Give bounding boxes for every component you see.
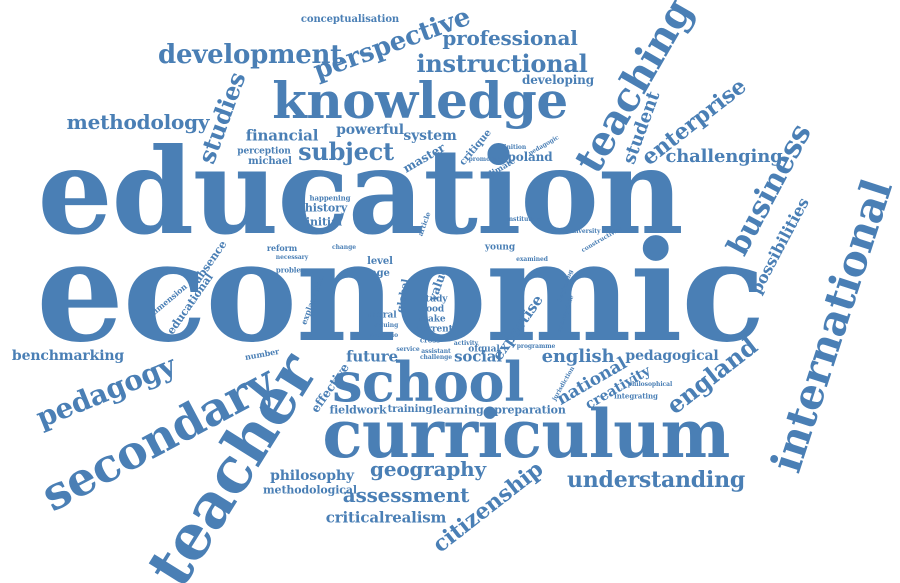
word-developing: developing [521,73,595,87]
word-happening: happening [309,193,351,203]
word-university: university [567,228,601,235]
word-institution: institution [506,216,542,223]
word-conceptualisation: conceptualisation [300,14,400,25]
word-integrating: integrating [614,391,658,401]
word-criticalrealism: criticalrealism [325,508,447,527]
word-benchmarking: benchmarking [11,348,125,364]
word-assessment: assessment [342,483,470,507]
word-young: young [484,242,516,253]
word-michael: michael [248,156,292,167]
word-financial: financial [245,126,319,145]
word-service: service [396,346,420,353]
word-assistant: assistant [421,348,451,355]
word-level: level [367,256,393,267]
word-understanding: understanding [566,467,746,493]
word-training: training [387,404,433,415]
word-necessary: necessary [275,254,309,261]
word-promoting: promoting [468,156,504,163]
word-fieldwork: fieldwork [329,403,387,417]
word-valuing: valuing [373,322,399,329]
word-ofqual: ofqual [468,344,500,355]
word-economic: economic [36,210,765,373]
word-future: future [346,347,398,366]
word-moral: moral [367,310,397,321]
word-programme: programme [516,343,556,350]
word-development: development [158,40,342,70]
word-school: school [332,350,524,414]
word-history: history [304,201,348,215]
word-system: system [403,128,457,144]
word-preparation: preparation [494,403,566,417]
word-definition: definition [493,144,527,151]
word-problem: problem [275,265,309,275]
word-methodological: methodological [263,483,357,497]
word-professional: professional [442,26,578,50]
word-good: good [419,304,445,315]
word-cross: cross [419,335,441,345]
word-perception: perception [237,146,291,157]
word-social: social [454,347,502,366]
word-geography: geography [370,457,486,481]
word-philosophical: philosophical [627,381,673,388]
word-powerful: powerful [336,122,404,138]
word-examined: examined [516,256,548,263]
word-study: study [420,294,448,305]
word-make: make [418,314,446,325]
word-challenge: challenge [419,354,453,361]
word-age: age [370,268,390,279]
word-philosophy: philosophy [270,468,354,484]
word-curriculum: curriculum [322,395,730,473]
word-poland: poland [507,150,553,164]
word-current: current [415,324,453,335]
word-subject: subject [298,137,394,166]
word-instructional: instructional [416,49,588,78]
word-scenario: scenario [369,332,399,339]
word-activity: activity [453,340,479,347]
word-knowledge: knowledge [272,71,568,130]
word-reform: reform [266,243,298,253]
word-initial: initial [305,215,343,229]
word-pedagogical: pedagogical [625,348,719,364]
word-business: business [720,118,819,262]
word-challenging: challenging [665,146,783,167]
word-methodology: methodology [66,110,210,134]
word-english: english [541,346,615,367]
word-change: change [332,244,356,251]
word-education: education [37,122,684,261]
word-learning: learning [432,403,484,417]
